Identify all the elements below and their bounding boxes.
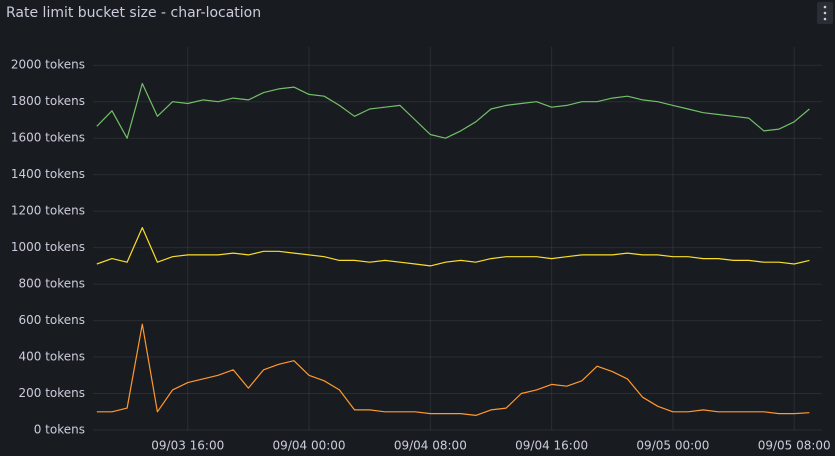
x-tick-label: 09/05 00:00 bbox=[636, 439, 709, 453]
y-tick-label: 0 tokens bbox=[34, 423, 85, 437]
y-tick-label: 800 tokens bbox=[18, 277, 85, 291]
x-tick-label: 09/04 16:00 bbox=[515, 439, 588, 453]
menu-dot bbox=[823, 11, 827, 15]
y-tick-label: 1200 tokens bbox=[11, 204, 85, 218]
panel-title: Rate limit bucket size - char-location bbox=[6, 5, 261, 21]
x-tick-label: 09/04 00:00 bbox=[273, 439, 346, 453]
y-tick-label: 400 tokens bbox=[18, 350, 85, 364]
x-tick-label: 09/05 08:00 bbox=[758, 439, 831, 453]
y-tick-label: 1400 tokens bbox=[11, 167, 85, 181]
series-line bbox=[96, 82, 810, 139]
x-tick-label: 09/03 16:00 bbox=[151, 439, 224, 453]
y-tick-label: 600 tokens bbox=[18, 313, 85, 327]
menu-dot bbox=[823, 17, 827, 21]
y-tick-label: 1800 tokens bbox=[11, 94, 85, 108]
series-line bbox=[96, 227, 810, 267]
menu-dot bbox=[823, 5, 827, 9]
y-tick-label: 200 tokens bbox=[18, 386, 85, 400]
panel-menu[interactable] bbox=[817, 2, 833, 24]
x-tick-label: 09/04 08:00 bbox=[394, 439, 467, 453]
y-tick-label: 1600 tokens bbox=[11, 131, 85, 145]
y-tick-label: 1000 tokens bbox=[11, 240, 85, 254]
series-line bbox=[96, 323, 810, 416]
y-tick-label: 2000 tokens bbox=[11, 58, 85, 72]
